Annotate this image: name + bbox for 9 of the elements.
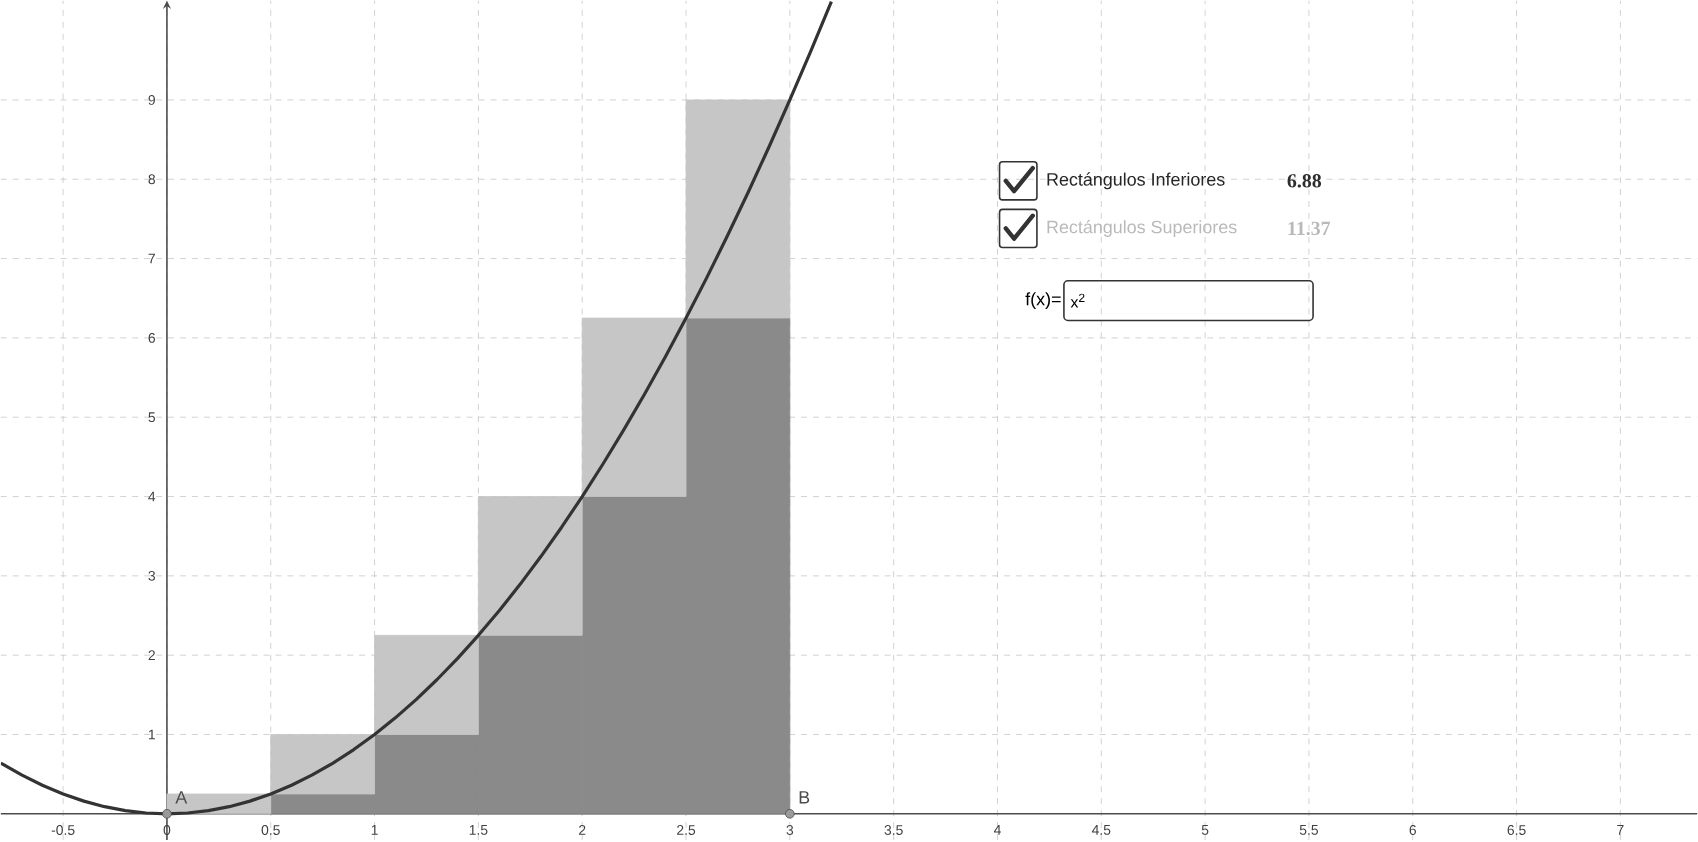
annotation: f(x)=	[1025, 292, 1061, 310]
bar	[477, 496, 583, 636]
annotation: 6.88	[1287, 174, 1322, 188]
line-series	[0, 0, 833, 816]
annotation: 11.37	[1288, 221, 1331, 236]
annotation: Rectángulos Inferiores	[1047, 172, 1225, 190]
annotation: B	[799, 791, 810, 804]
annotation: Rectángulos Superiores	[1047, 220, 1237, 238]
annotation: A	[175, 791, 188, 804]
